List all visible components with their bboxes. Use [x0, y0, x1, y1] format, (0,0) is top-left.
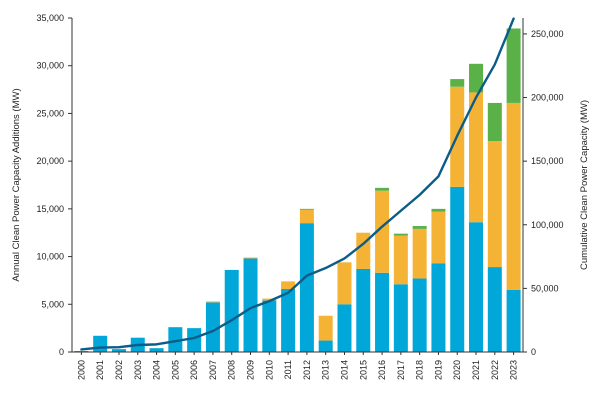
bar-2004-s1: [149, 348, 164, 352]
bar-2012-s2: [299, 209, 314, 224]
y2-tick-label: 50,000: [531, 283, 559, 293]
x-tick-label: 2002: [114, 360, 124, 380]
bar-2023-s1: [506, 289, 521, 352]
bar-2022-s3: [487, 102, 502, 142]
x-tick-label: 2001: [95, 360, 105, 380]
bar-2018-s1: [412, 278, 427, 352]
bar-2006-s1: [187, 328, 202, 352]
bar-2011-s2: [281, 281, 296, 290]
y2-tick-label: 250,000: [531, 29, 564, 39]
y2-tick-label: 0: [531, 347, 536, 357]
x-tick-label: 2010: [264, 360, 274, 380]
x-tick-label: 2016: [377, 360, 387, 380]
bar-2014-s1: [337, 304, 352, 352]
bar-2012-s3: [299, 208, 314, 210]
y-tick-label: 25,000: [36, 108, 64, 118]
bar-2009-s2: [243, 257, 258, 259]
bar-2016-s3: [375, 187, 390, 191]
bar-2019-s1: [431, 263, 446, 352]
y-tick-label: 0: [59, 347, 64, 357]
y-tick-label: 10,000: [36, 252, 64, 262]
y-tick-label: 30,000: [36, 61, 64, 71]
x-tick-label: 2017: [396, 360, 406, 380]
y2-axis-label: Cumulative Clean Power Capacity (MW): [579, 100, 590, 270]
bar-2019-s2: [431, 211, 446, 264]
x-tick-label: 2004: [152, 360, 162, 380]
y-tick-label: 35,000: [36, 13, 64, 23]
x-tick-label: 2014: [339, 360, 349, 380]
x-tick-label: 2007: [208, 360, 218, 380]
line-layer: [80, 17, 515, 351]
bar-2015-s1: [356, 268, 371, 352]
x-tick-label: 2018: [415, 360, 425, 380]
bar-2010-s1: [262, 300, 277, 352]
bar-2021-s1: [469, 222, 484, 352]
y-tick-label: 15,000: [36, 204, 64, 214]
bar-2021-s2: [469, 92, 484, 223]
bar-2022-s1: [487, 267, 502, 352]
bar-2023-s3: [506, 28, 521, 103]
bar-2010-s2: [262, 298, 277, 301]
bar-2013-s1: [318, 340, 333, 352]
y2-tick-label: 150,000: [531, 156, 564, 166]
x-tick-label: 2021: [471, 360, 481, 380]
bar-2022-s2: [487, 141, 502, 268]
y-tick-label: 20,000: [36, 156, 64, 166]
y-tick-label: 5,000: [41, 299, 64, 309]
bar-2008-s1: [224, 269, 239, 352]
x-tick-label: 2019: [433, 360, 443, 380]
x-tick-label: 2011: [283, 360, 293, 379]
bar-2018-s2: [412, 228, 427, 279]
x-tick-label: 2008: [227, 360, 237, 380]
bar-2013-s2: [318, 315, 333, 341]
bar-2016-s1: [375, 272, 390, 352]
y2-tick-label: 100,000: [531, 220, 564, 230]
bar-2021-s3: [469, 63, 484, 93]
y-axis-label: Annual Clean Power Capacity Additions (M…: [11, 88, 22, 281]
x-tick-label: 2022: [490, 360, 500, 380]
bar-2017-s2: [393, 235, 408, 285]
bar-2023-s2: [506, 102, 521, 290]
y2-tick-label: 200,000: [531, 93, 564, 103]
axes-layer: 0 5,000 10,000 15,000 20,000 25,000 30,000 35,0…: [36, 13, 563, 380]
x-tick-label: 2015: [358, 360, 368, 380]
x-tick-label: 2003: [133, 360, 143, 380]
bar-2001-s1: [93, 335, 108, 352]
bar-2014-s2: [337, 262, 352, 305]
x-tick-label: 2006: [189, 360, 199, 380]
x-tick-label: 2005: [170, 360, 180, 380]
bar-2009-s1: [243, 258, 258, 352]
bar-2005-s1: [168, 327, 183, 352]
bar-2019-s3: [431, 208, 446, 212]
x-tick-label: 2000: [76, 360, 86, 380]
bar-2011-s1: [281, 289, 296, 352]
x-tick-label: 2020: [452, 360, 462, 380]
bar-2007-s1: [205, 302, 220, 352]
bars-layer: [74, 28, 521, 352]
x-tick-label: 2013: [321, 360, 331, 380]
x-tick-label: 2009: [246, 360, 256, 380]
cumulative-line: [80, 17, 515, 351]
bar-2002-s1: [111, 349, 126, 352]
x-tick-label: 2023: [509, 360, 519, 380]
bar-2007-s2: [205, 301, 220, 303]
bar-2016-s2: [375, 190, 390, 273]
bar-2018-s3: [412, 226, 427, 229]
bar-2017-s3: [393, 233, 408, 236]
bar-2020-s1: [450, 186, 465, 352]
bar-2012-s1: [299, 223, 314, 352]
bar-2020-s3: [450, 79, 465, 87]
bar-2017-s1: [393, 284, 408, 352]
x-tick-label: 2012: [302, 360, 312, 380]
